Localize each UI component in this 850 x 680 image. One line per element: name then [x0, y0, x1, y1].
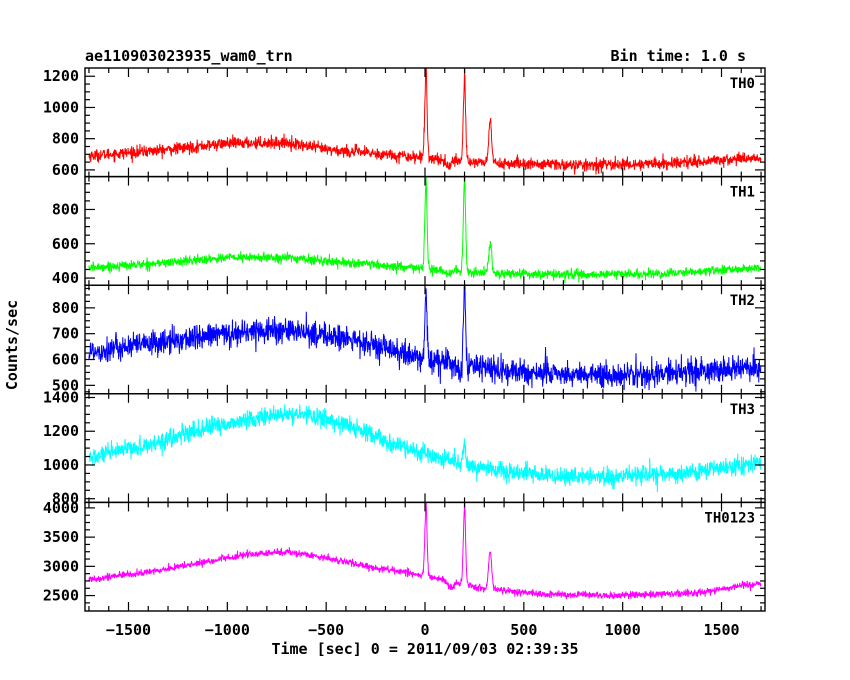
panel-label-th3: TH3	[730, 402, 755, 418]
panel-th3: 800 1000 1200 1400 TH3	[43, 388, 766, 508]
y-tick-label: 3000	[43, 557, 79, 575]
series-th0	[88, 68, 762, 175]
y-tick-label: 1200	[43, 422, 79, 440]
x-tick-label: 1500	[703, 621, 739, 639]
panel-label-th1: TH1	[730, 185, 755, 201]
x-tick-label: 500	[510, 621, 537, 639]
y-tick-label: 1200	[43, 67, 79, 85]
y-tick-label: 800	[52, 130, 79, 148]
x-tick-label: −1000	[205, 621, 250, 639]
series-th1	[88, 176, 762, 284]
y-tick-label: 500	[52, 376, 79, 394]
chart-title: ae110903023935_wam0_trn	[85, 47, 293, 65]
y-tick-label: 2500	[43, 587, 79, 605]
y-tick-label: 600	[52, 351, 79, 369]
panel-label-th2: TH2	[730, 293, 755, 309]
series-th2	[88, 285, 762, 392]
panel-th0123: 2500 3000 3500 4000 TH0123	[43, 499, 766, 612]
y-tick-label: 1400	[43, 388, 79, 406]
panel-label-th0: TH0	[730, 76, 755, 92]
x-tick-label: −1500	[106, 621, 151, 639]
y-tick-label: 800	[52, 299, 79, 317]
panels-group: 600 800 1000 1200 TH0 400 600 800 TH1 500 600 700 80…	[43, 67, 766, 612]
y-tick-label: 800	[52, 200, 79, 218]
series-th3	[88, 404, 762, 493]
y-tick-label: 600	[52, 235, 79, 253]
x-axis-label: Time [sec] 0 = 2011/09/03 02:39:35	[271, 640, 578, 658]
x-tick-label: 1000	[605, 621, 641, 639]
y-axis-label: Counts/sec	[3, 300, 21, 390]
y-tick-label: 600	[52, 161, 79, 179]
panel-th2: 500 600 700 800 TH2	[52, 284, 766, 395]
y-tick-label: 800	[52, 490, 79, 508]
y-tick-label: 700	[52, 325, 79, 343]
x-axis: −1500 −1000 −500 0 500 1000 1500	[106, 621, 740, 639]
y-tick-label: 3500	[43, 528, 79, 546]
panel-label-th0123: TH0123	[704, 510, 755, 526]
y-tick-label: 400	[52, 269, 79, 287]
x-tick-label: 0	[420, 621, 429, 639]
y-tick-label: 4000	[43, 499, 79, 517]
panel-th0: 600 800 1000 1200 TH0	[43, 67, 766, 179]
series-th0123	[88, 502, 762, 600]
panel-th1: 400 600 800 TH1	[52, 175, 766, 287]
x-tick-label: −500	[308, 621, 344, 639]
y-tick-label: 1000	[43, 456, 79, 474]
bin-time-label: Bin time: 1.0 s	[611, 47, 746, 65]
y-tick-label: 1000	[43, 98, 79, 116]
